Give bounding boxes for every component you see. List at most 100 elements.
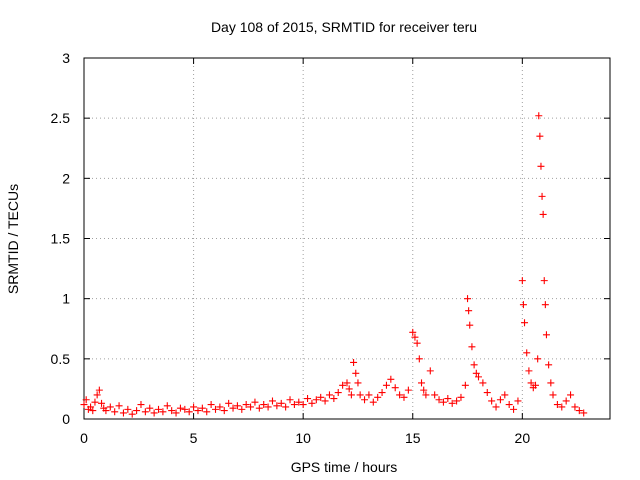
data-point [282, 403, 290, 411]
plot-frame [83, 57, 611, 420]
data-point [496, 396, 504, 404]
data-point [82, 396, 90, 404]
data-point [141, 408, 149, 416]
data-point [268, 397, 276, 405]
data-point [444, 395, 452, 403]
data-point [304, 395, 312, 403]
data-point [523, 349, 531, 357]
data-point [580, 409, 588, 417]
data-point [91, 398, 99, 406]
data-point [420, 386, 428, 394]
data-point [422, 391, 430, 399]
data-point [251, 398, 259, 406]
data-point [347, 391, 355, 399]
data-point [354, 379, 362, 387]
data-point [111, 408, 119, 416]
data-point [225, 399, 233, 407]
data-point [505, 401, 513, 409]
data-point [488, 397, 496, 405]
data-point [553, 401, 561, 409]
data-point [464, 295, 472, 303]
data-point [571, 403, 579, 411]
data-point [98, 399, 106, 407]
data-point [80, 401, 88, 409]
data-point [518, 277, 526, 285]
data-point [542, 331, 550, 339]
x-tick-label: 15 [405, 430, 421, 446]
data-point [356, 391, 364, 399]
data-point [163, 402, 171, 410]
data-point [190, 403, 198, 411]
data-point [479, 379, 487, 387]
data-point [155, 405, 163, 413]
x-tick-label: 10 [295, 430, 311, 446]
x-tick-label: 0 [80, 430, 88, 446]
data-point [418, 379, 426, 387]
data-point [106, 403, 114, 411]
data-point [137, 401, 145, 409]
data-point [378, 389, 386, 397]
data-point [273, 402, 281, 410]
data-point [567, 391, 575, 399]
data-point [212, 405, 219, 413]
data-point [534, 355, 542, 363]
data-point [198, 404, 206, 412]
data-point [350, 358, 358, 366]
data-point [295, 398, 303, 406]
data-point [247, 403, 255, 411]
data-point [133, 407, 141, 415]
data-point [194, 407, 202, 415]
y-tick-label: 2 [62, 170, 70, 186]
data-point [299, 401, 307, 409]
data-point [238, 405, 246, 413]
data-point [400, 393, 408, 401]
data-point [431, 391, 439, 399]
data-point [549, 391, 557, 399]
data-point [115, 402, 123, 410]
y-tick-label: 1 [62, 291, 70, 307]
data-point [465, 307, 473, 315]
data-point [361, 396, 369, 404]
data-point [537, 162, 545, 170]
x-tick-label: 20 [515, 430, 531, 446]
data-point [168, 407, 176, 415]
data-point [483, 389, 491, 397]
data-point [172, 409, 180, 417]
data-point [404, 386, 412, 394]
data-point [124, 405, 132, 413]
data-point [102, 407, 110, 415]
data-point [365, 391, 373, 399]
data-point [330, 395, 338, 403]
data-point [536, 132, 544, 140]
data-point [255, 404, 263, 412]
data-point [150, 409, 158, 417]
data-point [415, 355, 423, 363]
data-point [321, 397, 329, 405]
data-point [369, 398, 377, 406]
data-point [426, 367, 434, 375]
data-point [87, 403, 95, 411]
data-point [352, 369, 360, 377]
data-point [501, 391, 509, 399]
data-point [531, 381, 539, 389]
data-point [146, 404, 154, 412]
data-point [391, 384, 399, 392]
data-point [439, 398, 447, 406]
data-point [538, 192, 546, 200]
data-point [547, 379, 555, 387]
data-point [93, 391, 101, 399]
data-point [541, 301, 549, 309]
data-point [207, 401, 215, 409]
data-point [466, 321, 474, 329]
data-point [558, 403, 566, 411]
data-point [461, 381, 469, 389]
data-point [448, 399, 456, 407]
data-point [374, 393, 382, 401]
data-point [527, 379, 535, 387]
data-point [525, 367, 533, 375]
data-point [220, 407, 228, 415]
data-point [159, 408, 167, 416]
data-point [176, 404, 184, 412]
data-point [89, 407, 97, 415]
